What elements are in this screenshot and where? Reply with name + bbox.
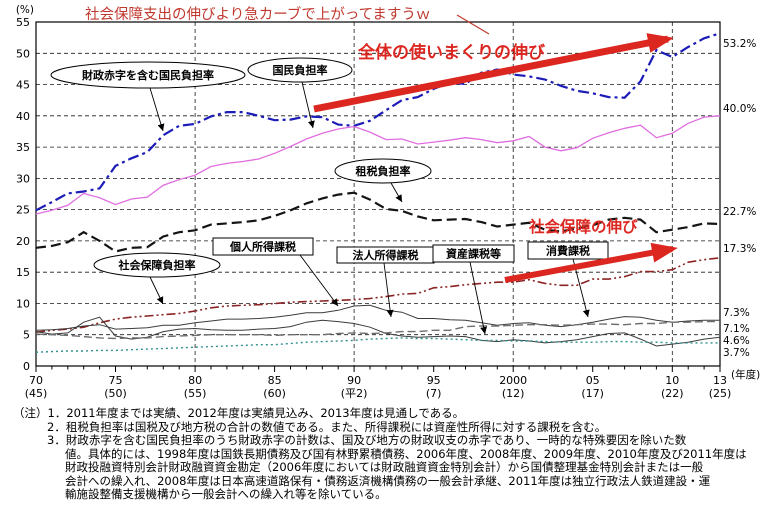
callout-pointer (390, 182, 403, 203)
svg-text:13: 13 (713, 374, 727, 387)
svg-text:80: 80 (188, 374, 202, 387)
callout-label-corporate-income-tax: 法人所得課税 (353, 248, 419, 262)
callout-pointer (469, 261, 487, 335)
series-corporate-income-tax (35, 316, 721, 347)
svg-text:0: 0 (23, 360, 30, 373)
end-value-label: 4.6% (723, 335, 750, 347)
svg-text:(平2): (平2) (341, 387, 368, 400)
overall-growth-arrow (313, 33, 674, 113)
svg-text:35: 35 (16, 141, 30, 154)
callout-ellipse-deficit-included-burden (50, 61, 246, 89)
series-consumption-tax (35, 320, 720, 340)
svg-text:90: 90 (347, 374, 361, 387)
svg-text:(45): (45) (25, 387, 48, 400)
callout-pointer (299, 254, 339, 307)
svg-text:(年度): (年度) (731, 368, 760, 381)
note-line: 会計への繰入れ、2008年度は日本高速道路保有・債務返済機構債務の一般会計承継、… (65, 473, 711, 488)
overall-growth-text: 全体の使いまくりの伸び (357, 42, 545, 63)
svg-text:05: 05 (586, 374, 600, 387)
note-line: 2．租税負担率は国税及び地方税の合計の数値である。また、所得課税には資産性所得に… (47, 419, 607, 434)
callout-label-social-security-burden: 社会保障負担率 (118, 258, 196, 272)
x-axis-labels: 70(45)75(50)80(55)85(60)90(平2)95(7)2000(… (25, 368, 761, 400)
national-burden-rate-line-chart: 0510152025303540455055(%)70(45)75(50)80(… (16, 4, 761, 400)
note-line: 財政投融資特別会計財政融資資金勘定（2006年度においては財政融資資金特別会計）… (65, 460, 704, 474)
svg-text:85: 85 (268, 374, 282, 387)
callout-ellipse-social-security-burden (93, 252, 221, 278)
callout-label-deficit-included-burden: 財政赤字を含む国民負担率 (81, 68, 214, 82)
svg-text:70: 70 (29, 374, 43, 387)
svg-text:15: 15 (16, 266, 30, 279)
series-deficit-included-burden (35, 32, 721, 212)
note-line: 値。具体的には、1998年度は国鉄長期債務及び国有林野累積債務、2006年度、2… (65, 446, 747, 461)
end-value-label: 17.3% (723, 243, 756, 255)
svg-text:(17): (17) (581, 387, 604, 400)
top-note-text: 社会保障支出の伸びより急カーブで上がってますうｗ (85, 5, 430, 23)
series-national-burden (35, 115, 721, 215)
svg-text:30: 30 (16, 172, 30, 185)
callout-ellipse-national-burden (247, 57, 353, 83)
callout-box-consumption-tax (527, 241, 609, 260)
callout-box-asset-tax (432, 244, 515, 263)
svg-text:40: 40 (16, 110, 30, 123)
callout-pointer (301, 81, 315, 129)
svg-text:10: 10 (16, 298, 30, 311)
end-value-label: 7.1% (723, 323, 750, 335)
footnotes: （注）1．2011年度までは実績、2012年度は実績見込み、2013年度は見通し… (0, 406, 774, 502)
social-security-growth-arrow (504, 242, 678, 283)
note-line: （注）1．2011年度までは実績、2012年度は実績見込み、2013年度は見通し… (13, 406, 465, 420)
y-axis-labels: 0 5 10 15 20 25 30 35 40 45 50 55(%) (16, 4, 34, 373)
svg-text:10: 10 (665, 374, 679, 387)
svg-text:(55): (55) (184, 387, 207, 400)
callout-label-tax-burden: 租税負担率 (356, 164, 411, 178)
svg-text:5: 5 (23, 329, 30, 342)
svg-text:(25): (25) (709, 387, 732, 400)
top-note-pointer-line (456, 14, 490, 35)
callout-label-national-burden: 国民負担率 (273, 63, 328, 77)
svg-text:20: 20 (16, 235, 30, 248)
callout-box-personal-income-tax (212, 237, 314, 256)
svg-text:(50): (50) (104, 387, 127, 400)
social-security-growth-text: 社会保障の伸び (528, 217, 638, 236)
callout-label-personal-income-tax: 個人所得課税 (229, 240, 296, 254)
end-value-label: 40.0% (723, 103, 756, 115)
note-line: 3．財政赤字を含む国民負担率のうち財政赤字の計数は、国及び地方の財政収支の赤字で… (47, 433, 687, 447)
end-value-label: 22.7% (723, 206, 756, 218)
series-personal-income-tax (35, 304, 720, 331)
red-annotations: 社会保障支出の伸びより急カーブで上がってますうｗ 全体の使いまくりの伸び社会保障の… (85, 5, 678, 283)
callout-ellipse-tax-burden (334, 158, 432, 184)
svg-text:(%): (%) (16, 4, 34, 16)
callout-pointer (383, 262, 394, 318)
callout-pointer (149, 276, 164, 305)
series-asset-tax (35, 337, 720, 353)
end-value-labels: 53.2% 40.0% 22.7% 17.3% 7.3% 7.1%4.6%3.7% (723, 38, 756, 359)
svg-text:(12): (12) (502, 387, 525, 400)
series-tax-burden (35, 191, 721, 253)
callout-pointer (149, 87, 165, 132)
svg-text:(60): (60) (263, 387, 286, 400)
svg-text:2000: 2000 (499, 374, 527, 387)
svg-text:50: 50 (16, 47, 30, 60)
note-line: 輸施設整備支援機構から一般会計への繰入れ等を除いている。 (65, 487, 387, 501)
end-value-label: 7.3% (723, 307, 750, 319)
svg-text:(22): (22) (661, 387, 684, 400)
x-tick-marks (35, 366, 721, 372)
callout-label-asset-tax: 資産課税等 (446, 247, 501, 261)
end-value-label: 3.7% (723, 347, 750, 359)
svg-text:(7): (7) (426, 387, 442, 400)
svg-text:95: 95 (427, 374, 441, 387)
svg-text:55: 55 (16, 16, 30, 29)
callout-label-consumption-tax: 消費課税 (546, 244, 590, 258)
svg-text:75: 75 (109, 374, 123, 387)
svg-text:25: 25 (16, 204, 30, 217)
end-value-label: 53.2% (723, 38, 756, 50)
svg-text:45: 45 (16, 79, 30, 92)
series-social-security-burden (35, 257, 721, 333)
plot-border (35, 21, 721, 367)
